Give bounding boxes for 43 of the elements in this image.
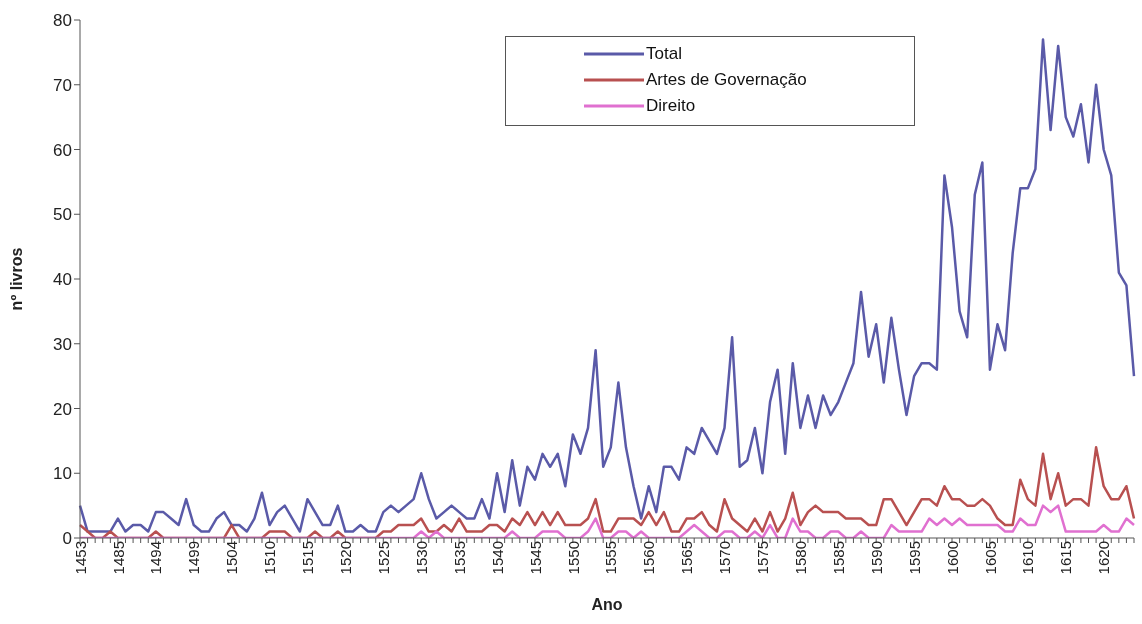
x-tick-label: 1485 [109,541,127,575]
legend-label: Artes de Governação [646,70,807,90]
x-tick-label: 1560 [640,541,658,575]
x-tick-label: 1580 [792,541,810,575]
x-tick-label: 1555 [602,541,620,575]
x-tick-label: 1535 [450,541,468,575]
x-tick-label: 1515 [299,541,317,575]
y-tick-label: 10 [53,464,72,484]
x-tick-label: 1565 [678,541,696,575]
y-tick-label: 0 [62,529,72,549]
x-tick-label: 1540 [488,541,506,575]
y-axis-title: nº livros [7,247,25,311]
y-tick-label: 40 [53,270,72,290]
x-tick-label: 1600 [943,541,961,575]
x-tick-label: 1570 [716,541,734,575]
x-tick-label: 1453 [71,541,89,575]
x-tick-label: 1610 [1019,541,1037,575]
x-tick-label: 1545 [526,541,544,575]
y-tick-label: 70 [53,75,72,95]
x-tick-label: 1499 [185,541,203,575]
y-tick-label: 50 [53,205,72,225]
y-tick-label: 60 [53,140,72,160]
x-tick-label: 1530 [412,541,430,575]
y-tick-label: 80 [53,11,72,31]
x-tick-label: 1615 [1057,541,1075,575]
x-tick-label: 1525 [374,541,392,575]
x-tick-label: 1494 [147,541,165,575]
x-tick-label: 1550 [564,541,582,575]
legend-label: Direito [646,96,696,116]
y-tick-label: 20 [53,399,72,419]
x-tick-label: 1585 [829,541,847,575]
line-series [78,38,1136,533]
x-tick-label: 1590 [867,541,885,575]
x-tick-label: 1605 [981,541,999,575]
y-tick-label: 30 [53,334,72,354]
x-tick-label: 1510 [261,541,279,575]
x-tick-label: 1504 [223,541,241,575]
legend-label: Total [646,44,682,64]
x-tick-label: 1595 [905,541,923,575]
x-axis-title: Ano [591,596,623,613]
x-tick-label: 1620 [1095,541,1113,575]
x-tick-label: 1575 [754,541,772,575]
x-tick-label: 1520 [337,541,355,575]
